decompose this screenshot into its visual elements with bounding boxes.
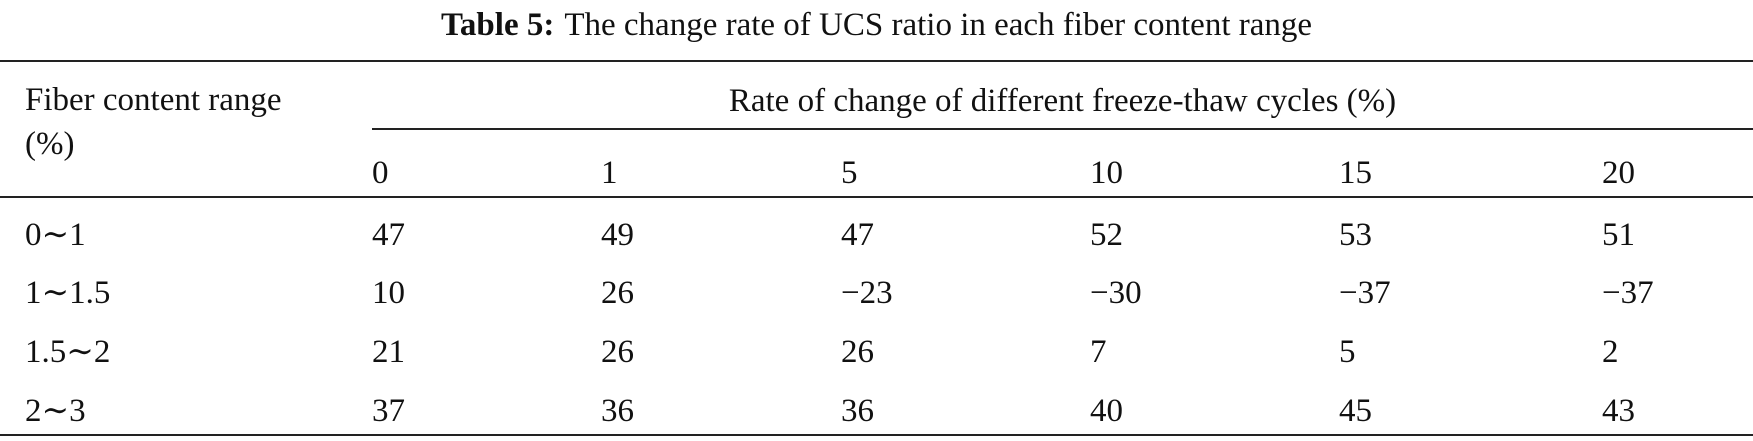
row-header: Fiber content range (%)	[25, 82, 282, 162]
cell: 10	[372, 275, 405, 311]
cell: −30	[1090, 275, 1142, 311]
cell: 45	[1339, 393, 1372, 429]
cell: 21	[372, 334, 405, 370]
cell: −37	[1602, 275, 1654, 311]
cell: 47	[372, 217, 405, 253]
row-label: 1∼1.5	[25, 275, 111, 311]
cell: 26	[601, 275, 634, 311]
cell: −23	[841, 275, 893, 311]
header-rule	[0, 196, 1753, 198]
cell: 47	[841, 217, 874, 253]
row-label: 1.5∼2	[25, 334, 111, 370]
cell: −37	[1339, 275, 1391, 311]
cell: 40	[1090, 393, 1123, 429]
cell: 5	[1339, 334, 1356, 370]
column-header: 10	[1090, 155, 1123, 191]
group-rule	[372, 128, 1753, 130]
column-header: 1	[601, 155, 618, 191]
cell: 51	[1602, 217, 1635, 253]
column-header: 0	[372, 155, 389, 191]
caption-label: Table 5:	[440, 7, 555, 43]
cell: 2	[1602, 334, 1619, 370]
top-rule	[0, 60, 1753, 62]
caption-text: The change rate of UCS ratio in each fib…	[564, 7, 1313, 43]
row-label: 0∼1	[25, 217, 86, 253]
group-header: Rate of change of different freeze-thaw …	[728, 83, 1397, 119]
column-header: 20	[1602, 155, 1635, 191]
row-label: 2∼3	[25, 393, 86, 429]
column-header: 15	[1339, 155, 1372, 191]
bottom-rule	[0, 434, 1753, 436]
cell: 36	[601, 393, 634, 429]
cell: 36	[841, 393, 874, 429]
cell: 26	[601, 334, 634, 370]
cell: 43	[1602, 393, 1635, 429]
cell: 7	[1090, 334, 1107, 370]
cell: 26	[841, 334, 874, 370]
cell: 53	[1339, 217, 1372, 253]
table-caption: Table 5: The change rate of UCS ratio in …	[0, 5, 1753, 45]
cell: 52	[1090, 217, 1123, 253]
cell: 49	[601, 217, 634, 253]
column-header: 5	[841, 155, 858, 191]
cell: 37	[372, 393, 405, 429]
